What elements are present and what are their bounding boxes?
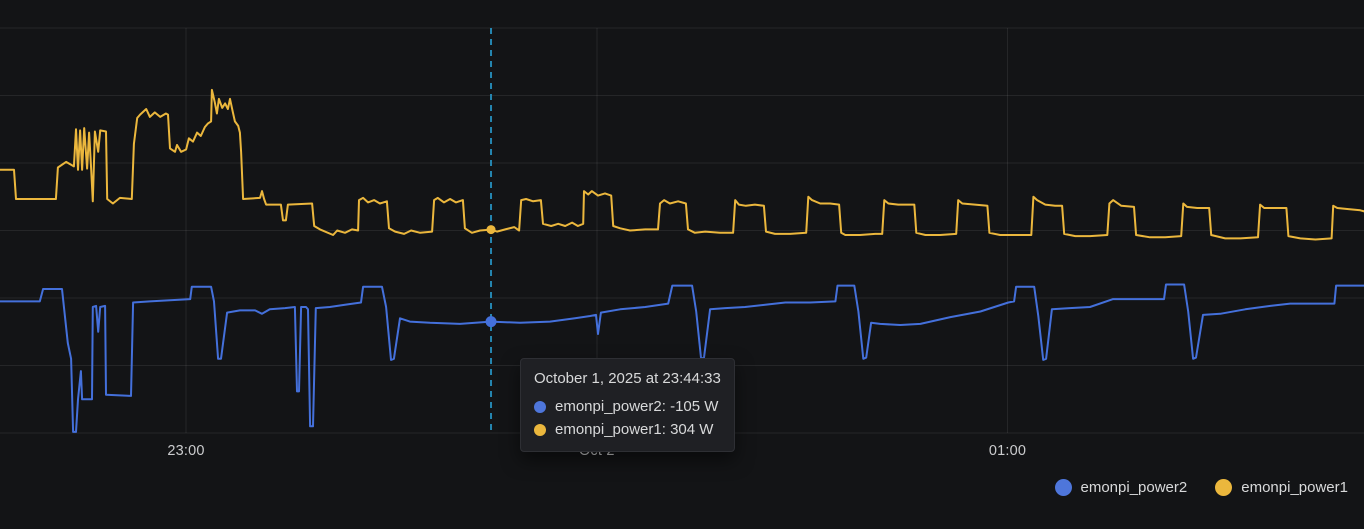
tooltip-row: emonpi_power1: 304 W — [534, 418, 721, 441]
legend: emonpi_power2 emonpi_power1 — [1054, 479, 1348, 496]
hover-point-emonpi_power1 — [486, 225, 496, 235]
series-line-emonpi_power1 — [0, 88, 1364, 241]
legend-label: emonpi_power2 — [1080, 479, 1188, 496]
series-dot-icon — [534, 423, 546, 436]
x-tick-label: 01:00 — [988, 443, 1027, 459]
legend-label: emonpi_power1 — [1241, 479, 1348, 496]
hover-point-emonpi_power2 — [485, 316, 497, 328]
series-dot-icon — [534, 400, 546, 413]
tooltip-row-text: emonpi_power1: 304 W — [555, 421, 714, 438]
series-dot-icon — [1054, 479, 1072, 496]
series-dot-icon — [1215, 479, 1233, 496]
legend-item-emonpi_power1[interactable]: emonpi_power1 — [1215, 479, 1348, 496]
tooltip-title: October 1, 2025 at 23:44:33 — [534, 370, 721, 387]
tooltip-row-text: emonpi_power2: -105 W — [555, 398, 719, 415]
tooltip-row: emonpi_power2: -105 W — [534, 395, 721, 418]
x-tick-label: 23:00 — [167, 443, 205, 459]
legend-item-emonpi_power2[interactable]: emonpi_power2 — [1054, 479, 1188, 496]
series-line-emonpi_power2 — [0, 283, 1364, 433]
tooltip: October 1, 2025 at 23:44:33 emonpi_power… — [520, 358, 735, 452]
